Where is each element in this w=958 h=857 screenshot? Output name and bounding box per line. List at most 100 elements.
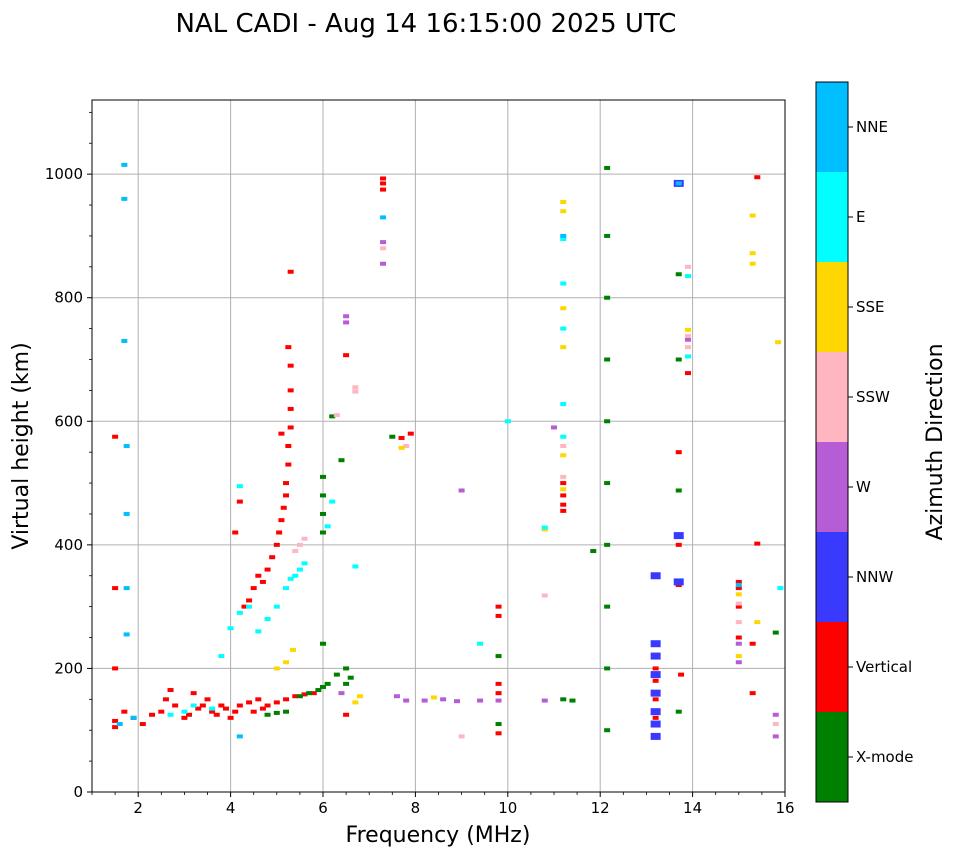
data-point [218,654,225,659]
series-vertical [112,175,761,736]
colorbar-label: Azimuth Direction [923,343,948,540]
x-tick-label: 14 [683,799,702,817]
data-point [380,187,387,192]
data-point [560,481,567,486]
data-point [278,431,285,436]
data-point [735,641,742,646]
data-point [273,542,280,547]
x-axis-ticks: 2 4 6 8 10 12 14 16 [91,792,795,817]
x-tick-label: 6 [318,799,328,817]
data-point [504,419,511,424]
data-point [273,700,280,705]
data-point [560,345,567,350]
data-point [604,357,611,362]
y-tick-label: 400 [54,536,83,554]
series-nnw [650,179,684,740]
data-point [123,444,130,448]
data-point [775,340,782,345]
data-point [673,532,684,540]
x-tick-label: 12 [591,799,610,817]
data-point [675,272,682,277]
data-point [333,672,340,677]
data-point [604,604,611,609]
data-point [495,681,502,686]
data-point [283,660,290,665]
colorbar-label-x-mode: X-mode [856,748,913,766]
data-point [320,684,326,689]
data-point [324,524,331,529]
y-tick-label: 600 [54,412,83,430]
data-point [560,401,567,406]
data-point [320,474,326,479]
data-point [273,710,280,715]
data-point [343,712,350,717]
data-point [749,251,756,256]
data-point [218,703,225,708]
data-point [273,666,280,671]
data-point [590,549,597,554]
data-point [250,586,257,591]
data-point [320,511,326,516]
data-point [306,691,313,696]
data-point [285,462,292,467]
data-point [604,295,611,300]
y-tick-label: 1000 [45,165,83,183]
data-point [458,488,465,493]
data-point [541,593,548,598]
data-point [560,508,567,513]
data-point [495,654,502,659]
data-point [569,698,576,703]
data-point [296,542,303,547]
data-point [139,722,146,727]
data-point [352,389,359,394]
data-point [292,694,299,699]
series-ssw [292,246,779,739]
data-point [421,698,428,703]
data-point [264,617,271,621]
data-point [199,703,206,708]
data-point [754,175,761,180]
data-point [343,681,350,686]
x-tick-label: 2 [133,799,143,817]
data-point [149,712,156,717]
data-point [477,641,484,646]
data-point [343,320,350,325]
chart-title: NAL CADI - Aug 14 16:15:00 2025 UTC [176,9,677,39]
data-point [172,703,179,708]
x-tick-label: 4 [226,799,236,817]
colorbar-segment [816,82,848,172]
plot-frame [91,99,786,793]
data-point [495,698,502,703]
data-point [495,691,502,696]
series-w [338,240,779,739]
data-point [772,712,779,717]
data-point [246,700,253,705]
data-point [604,419,611,424]
data-point [236,484,243,489]
data-point [123,586,130,591]
data-point [255,573,262,578]
data-point [278,518,285,523]
data-point [287,388,294,393]
data-point [285,345,292,350]
data-point [301,536,308,541]
colorbar-segment [816,352,848,442]
data-point [283,697,290,702]
colorbar-label-sse: SSE [856,298,885,316]
data-point [232,530,239,535]
data-point [285,444,292,448]
data-point [678,672,685,677]
data-point [190,703,197,708]
data-point [684,274,691,279]
data-point [684,264,691,269]
data-point [650,652,661,660]
data-point [560,326,567,331]
data-point [343,353,350,358]
data-point [356,694,363,699]
data-point [320,641,326,646]
data-point [604,542,611,547]
data-point [560,697,567,702]
grid-lines [92,100,786,793]
colorbar-frame [815,81,849,803]
data-point [749,641,756,646]
